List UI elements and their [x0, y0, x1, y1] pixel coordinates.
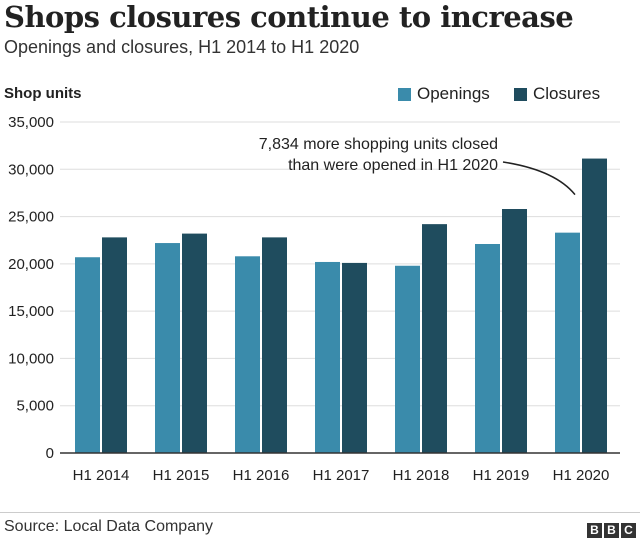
y-tick-label: 35,000: [8, 114, 54, 131]
bar-chart: 0 5,000 10,000 15,000 20,000 25,000 30,000 35,0…: [8, 114, 620, 484]
annotation-arrow: [502, 161, 576, 196]
x-tick-label: H1 2016: [233, 467, 290, 484]
bar-openings: [395, 265, 420, 453]
x-tick-label: H1 2014: [73, 467, 130, 484]
bar-openings: [475, 243, 500, 453]
legend-label-closures: Closures: [533, 84, 601, 103]
y-tick-label: 15,000: [8, 303, 54, 320]
bar-openings: [75, 257, 100, 453]
legend-item-closures: Closures: [514, 84, 600, 104]
bbc-logo-letter: C: [621, 523, 636, 538]
bar-openings: [235, 256, 260, 453]
y-axis-label: Shop units: [4, 85, 82, 102]
chart-subtitle: Openings and closures, H1 2014 to H1 202…: [4, 37, 360, 57]
bbc-logo-letter: B: [604, 523, 619, 538]
bar-openings: [315, 261, 340, 453]
y-tick-label: 0: [46, 445, 54, 462]
x-tick-label: H1 2018: [393, 467, 450, 484]
bar-closures: [342, 262, 367, 453]
annotation-text: than were opened in H1 2020: [288, 157, 498, 174]
footer-divider: [0, 512, 640, 513]
bar-closures: [582, 158, 607, 453]
x-tick-label: H1 2017: [313, 467, 370, 484]
x-tick-label: H1 2019: [473, 467, 530, 484]
legend-swatch-closures: [514, 87, 527, 101]
bar-closures: [102, 237, 127, 453]
bar-closures: [262, 237, 287, 453]
annotation-text: 7,834 more shopping units closed: [259, 136, 498, 153]
bar-openings: [555, 232, 580, 453]
y-tick-label: 25,000: [8, 209, 54, 226]
bar-closures: [502, 209, 527, 453]
bar-closures: [422, 224, 447, 453]
bar-closures: [182, 233, 207, 453]
y-tick-label: 20,000: [8, 256, 54, 273]
y-tick-label: 5,000: [16, 398, 54, 415]
bbc-logo-letter: B: [587, 523, 602, 538]
y-tick-label: 30,000: [8, 161, 54, 178]
legend-item-openings: Openings: [398, 84, 490, 104]
source-note: Source: Local Data Company: [4, 518, 213, 535]
chart-title: Shops closures continue to increase: [4, 0, 574, 34]
x-tick-label: H1 2020: [553, 467, 610, 484]
y-tick-label: 10,000: [8, 350, 54, 367]
legend-swatch-openings: [398, 87, 411, 101]
x-tick-label: H1 2015: [153, 467, 210, 484]
legend-label-openings: Openings: [417, 84, 490, 103]
bar-openings: [155, 243, 180, 453]
bbc-logo: B B C: [587, 523, 636, 538]
